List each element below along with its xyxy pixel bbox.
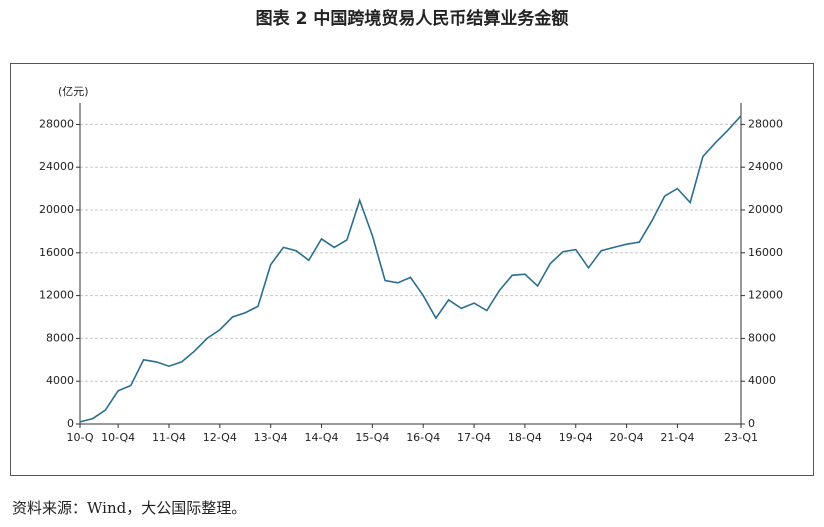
source-note: 资料来源：Wind，大公国际整理。 [12, 499, 246, 517]
y-tick-label: 8000 [46, 331, 74, 344]
y-tick-label: 20000 [39, 203, 74, 216]
y2-tick-label: 0 [748, 417, 755, 430]
y2-tick-label: 20000 [748, 203, 783, 216]
data-line [79, 115, 742, 423]
y-tick-label: 16000 [39, 246, 74, 259]
y2-tick-label: 4000 [748, 374, 776, 387]
x-tick-label: 10-Q [66, 431, 93, 444]
x-tick-label: 14-Q4 [305, 431, 339, 444]
y-axis-label: (亿元) [58, 85, 89, 98]
y2-tick-label: 24000 [748, 160, 783, 173]
chart-frame [10, 63, 814, 476]
x-tick-label: 19-Q4 [559, 431, 593, 444]
y2-tick-label: 8000 [748, 331, 776, 344]
y2-tick-label: 12000 [748, 289, 783, 302]
x-tick-label: 18-Q4 [508, 431, 542, 444]
x-tick-label: 20-Q4 [610, 431, 644, 444]
x-tick-label: 11-Q4 [152, 431, 186, 444]
y-tick-label: 12000 [39, 289, 74, 302]
x-tick-label: 12-Q4 [203, 431, 237, 444]
y-tick-label: 24000 [39, 160, 74, 173]
y-tick-label: 4000 [46, 374, 74, 387]
x-tick-label: 13-Q4 [254, 431, 288, 444]
x-tick-label: 16-Q4 [406, 431, 440, 444]
chart-title: 图表 2 中国跨境贸易人民币结算业务金额 [256, 8, 569, 29]
y2-tick-label: 28000 [748, 117, 783, 130]
y-tick-label: 28000 [39, 117, 74, 130]
x-tick-label: 21-Q4 [660, 431, 694, 444]
y-tick-label: 0 [67, 417, 74, 430]
x-tick-label: 15-Q4 [355, 431, 389, 444]
y2-tick-label: 16000 [748, 246, 783, 259]
x-tick-label: 23-Q1 [724, 431, 758, 444]
x-tick-label: 17-Q4 [457, 431, 491, 444]
x-tick-label: 10-Q4 [101, 431, 135, 444]
